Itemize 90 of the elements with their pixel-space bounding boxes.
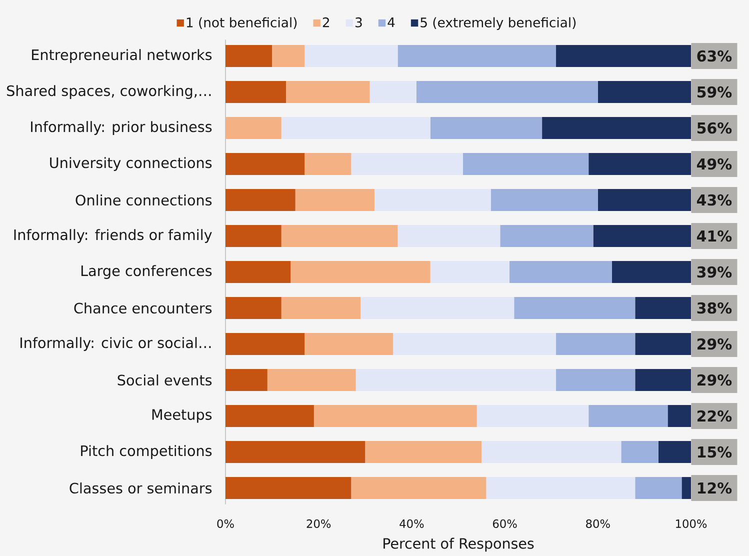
bar xyxy=(430,261,510,283)
bar xyxy=(295,189,374,211)
bar xyxy=(226,297,282,319)
bar xyxy=(281,297,360,319)
y-tick-label: University connections xyxy=(50,157,212,171)
legend-label: 2 xyxy=(322,17,329,28)
legend-label: 5 (extremely beneficial) xyxy=(420,17,576,30)
y-tick-label: Meetups xyxy=(152,409,212,423)
bar xyxy=(482,441,622,463)
y-tick-label: Classes or seminars xyxy=(70,482,212,494)
bar xyxy=(682,477,692,499)
legend-label: 3 xyxy=(356,17,362,28)
bar xyxy=(514,297,636,319)
bar xyxy=(351,153,463,175)
bar xyxy=(621,441,658,463)
x-tick-label: 0% xyxy=(217,519,234,528)
bar xyxy=(398,225,500,247)
text: 63% xyxy=(697,50,732,62)
y-tick-label: Online connections xyxy=(76,194,212,206)
y-tick-label: Chance encounters xyxy=(74,302,212,314)
x-tick-label: 100% xyxy=(676,519,707,528)
text: 49% xyxy=(696,158,732,170)
bar xyxy=(356,369,556,391)
bar xyxy=(509,261,612,283)
text: 41% xyxy=(696,230,732,242)
bar xyxy=(351,477,486,499)
y-tick-label: Informally: civic or social… xyxy=(20,337,211,351)
bar xyxy=(556,333,636,355)
bar xyxy=(304,45,398,67)
text: 39% xyxy=(697,266,732,278)
bar xyxy=(226,81,286,103)
x-tick-label: 80% xyxy=(586,519,610,528)
bar xyxy=(393,333,556,355)
text: 15% xyxy=(698,446,732,458)
legend-label: 1 (not beneficial) xyxy=(186,17,297,29)
x-tick-label: 40% xyxy=(400,519,424,528)
bar xyxy=(304,153,352,175)
bar xyxy=(281,225,398,247)
x-tick-label: 20% xyxy=(306,519,331,528)
x-tick-label: 60% xyxy=(492,519,517,528)
bar xyxy=(360,297,514,319)
text: 22% xyxy=(698,410,732,422)
bar xyxy=(370,81,416,103)
bar xyxy=(486,477,636,499)
text: 12% xyxy=(698,482,732,494)
bar xyxy=(226,405,314,427)
bar xyxy=(286,81,370,103)
bar xyxy=(556,369,636,391)
bar xyxy=(588,405,668,427)
bar xyxy=(226,477,352,499)
bar xyxy=(267,369,356,391)
y-tick-label: Informally: prior business xyxy=(31,121,212,135)
bar xyxy=(314,405,477,427)
text: 29% xyxy=(698,374,732,386)
bar xyxy=(281,117,430,139)
bar xyxy=(635,477,682,499)
y-tick-label: Informally: friends or family xyxy=(14,229,212,243)
text: 43% xyxy=(696,194,732,206)
bar xyxy=(226,45,272,67)
bar xyxy=(272,45,305,67)
y-tick-label: Large conferences xyxy=(81,265,212,279)
bar xyxy=(226,225,282,247)
bar xyxy=(226,369,268,391)
bar xyxy=(365,441,482,463)
bar xyxy=(476,405,589,427)
bar xyxy=(416,81,598,103)
y-tick-label: Shared spaces, coworking,… xyxy=(7,85,211,99)
bar xyxy=(374,189,491,211)
bar xyxy=(226,153,305,175)
bar xyxy=(226,441,366,463)
bar xyxy=(304,333,394,355)
y-tick-label: Entrepreneurial networks xyxy=(32,49,212,63)
bar xyxy=(500,225,594,247)
text: 29% xyxy=(698,338,732,350)
bar xyxy=(430,117,542,139)
x-axis-title: Percent of Responses xyxy=(384,538,534,552)
y-tick-label: Social events xyxy=(118,374,212,386)
text: 38% xyxy=(697,302,732,314)
text: 56% xyxy=(697,122,732,134)
bar xyxy=(226,333,305,355)
y-tick-label: Pitch competitions xyxy=(81,445,212,459)
bar xyxy=(462,153,589,175)
bar xyxy=(226,189,296,211)
bar xyxy=(290,261,430,283)
bar xyxy=(490,189,598,211)
legend-label: 4 xyxy=(388,17,395,28)
text: 59% xyxy=(697,86,732,98)
bar xyxy=(226,117,282,139)
bar xyxy=(398,45,556,67)
bar xyxy=(226,261,291,283)
